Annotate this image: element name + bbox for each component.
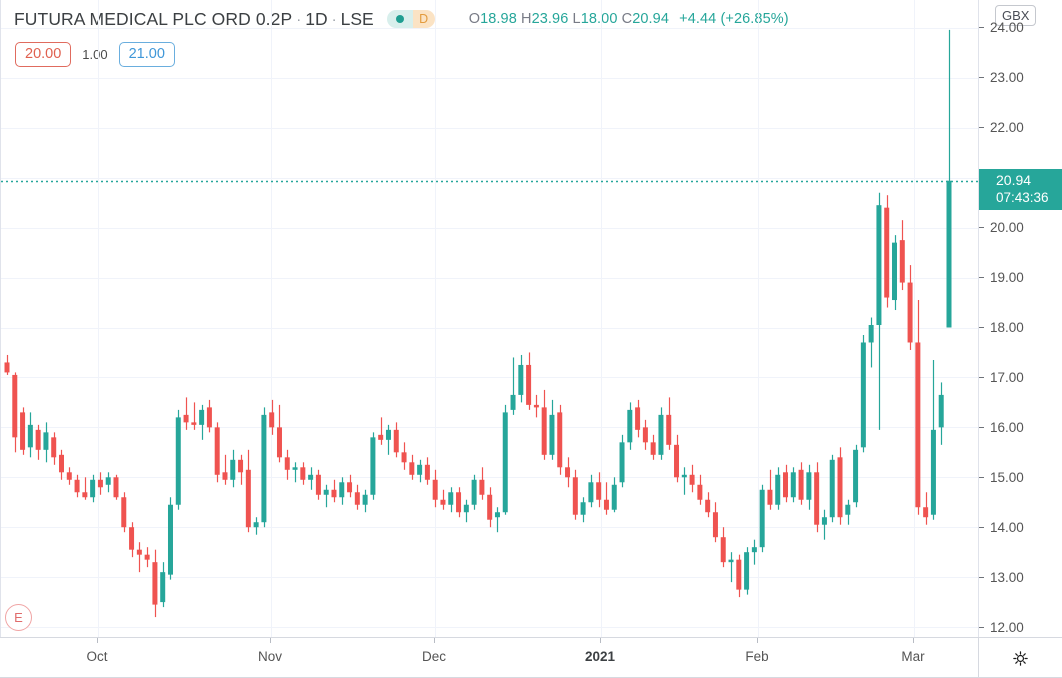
price-tick-dash <box>979 227 984 229</box>
time-tick-label: Mar <box>901 649 925 664</box>
current-price-countdown: 07:43:36 <box>996 189 1049 205</box>
symbol-title[interactable]: FUTURA MEDICAL PLC ORD 0.2P <box>14 8 293 29</box>
high-label: H <box>521 11 532 27</box>
price-tick: 22.00 <box>979 120 1062 136</box>
price-tick-label: 22.00 <box>990 120 1024 136</box>
time-tick-label: 2021 <box>584 649 616 664</box>
price-tick: 16.00 <box>979 419 1062 435</box>
chart-legend: FUTURA MEDICAL PLC ORD 0.2P · 1D · LSE D… <box>14 6 789 32</box>
price-line-overlay <box>1 180 978 183</box>
current-price-value: 20.94 <box>996 171 1032 188</box>
time-tick-label: Dec <box>421 649 447 664</box>
time-tick-label: Oct <box>86 649 108 664</box>
open-label: O <box>468 11 481 27</box>
price-tick-label: 18.00 <box>990 320 1024 335</box>
current-price-tick-dash <box>979 181 985 183</box>
data-delay-badge[interactable]: D <box>412 10 435 28</box>
currency-badge[interactable]: GBX <box>995 5 1037 26</box>
time-tick-dash <box>913 638 914 643</box>
price-tick-dash <box>979 27 984 29</box>
legend-separator-2: · <box>331 10 337 28</box>
price-tick-label: 17.00 <box>990 369 1024 385</box>
low-label: L <box>572 11 581 27</box>
time-tick-dash <box>270 638 271 643</box>
price-scale[interactable]: GBX 24.00 23.00 22.00 20.00 19.00 18.00 17.00 1… <box>978 0 1062 637</box>
close-value: 20.94 <box>632 11 670 27</box>
earnings-marker[interactable]: E <box>5 604 32 631</box>
change-value: +4.44 (+26.85%) <box>679 11 789 27</box>
price-tick-label: 20.00 <box>990 220 1024 236</box>
range-step-label: 1.00 <box>82 47 108 62</box>
price-tick: 15.00 <box>979 469 1062 485</box>
price-tick: 18.00 <box>979 320 1062 336</box>
ohlc-values: O18.98 H23.96 L18.00 C20.94 +4.44 (+26.8… <box>469 11 789 27</box>
market-open-dot <box>395 15 404 23</box>
gear-icon <box>1013 650 1028 666</box>
session-badges[interactable]: D <box>386 10 435 28</box>
market-status-dot-icon[interactable] <box>386 10 413 28</box>
price-tick: 17.00 <box>979 369 1062 385</box>
chart-settings-button[interactable] <box>978 638 1062 678</box>
current-price-tag[interactable]: 20.94 07:43:36 <box>979 168 1062 210</box>
interval-label[interactable]: 1D <box>305 8 328 29</box>
range-low-pill[interactable]: 20.00 <box>15 42 72 67</box>
price-tick-dash <box>979 576 984 578</box>
price-tick: 20.00 <box>979 220 1062 236</box>
price-tick-dash <box>979 626 984 628</box>
price-tick-label: 14.00 <box>990 519 1024 535</box>
price-tick-dash <box>979 77 984 79</box>
time-tick-dash <box>434 638 435 643</box>
price-tick-dash <box>979 476 984 478</box>
range-high-pill[interactable]: 21.00 <box>118 42 175 67</box>
close-label: C <box>621 11 633 27</box>
price-tick-label: 23.00 <box>990 70 1024 86</box>
price-tick: 14.00 <box>979 519 1062 535</box>
price-tick-dash <box>979 426 984 428</box>
time-scale[interactable]: Oct Nov Dec 2021 Feb Mar <box>0 637 1062 678</box>
price-tick-label: 15.00 <box>990 469 1024 485</box>
price-tick-label: 24.00 <box>990 20 1024 36</box>
price-tick: 12.00 <box>979 619 1062 635</box>
chart-gridlines <box>1 0 978 637</box>
chart-pane[interactable]: E <box>0 0 978 637</box>
price-tick: 23.00 <box>979 70 1062 86</box>
candlestick-series <box>4 29 952 618</box>
time-tick-label: Feb <box>745 649 769 664</box>
time-tick-dash <box>757 638 758 643</box>
price-tick: 24.00 <box>979 20 1062 36</box>
price-tick-dash <box>979 127 984 129</box>
price-tick-dash <box>979 327 984 328</box>
price-tick-label: 19.00 <box>990 270 1024 286</box>
price-tick: 13.00 <box>979 569 1062 585</box>
price-tick-dash <box>979 376 984 378</box>
price-tick-dash <box>979 277 984 279</box>
exchange-label[interactable]: LSE <box>340 8 374 29</box>
time-tick-dash <box>97 638 98 643</box>
price-tick-label: 16.00 <box>990 419 1024 435</box>
price-tick-label: 12.00 <box>990 619 1024 635</box>
legend-separator-1: · <box>296 10 302 28</box>
time-tick-label: Nov <box>257 649 283 664</box>
high-value: 23.96 <box>531 11 569 27</box>
time-tick-dash <box>600 638 601 643</box>
price-tick-dash <box>979 526 984 528</box>
open-value: 18.98 <box>480 11 517 27</box>
low-value: 18.00 <box>580 11 618 27</box>
price-tick: 19.00 <box>979 270 1062 286</box>
price-tick-label: 13.00 <box>990 569 1024 585</box>
price-range-tool: 20.00 1.00 21.00 <box>15 41 175 68</box>
